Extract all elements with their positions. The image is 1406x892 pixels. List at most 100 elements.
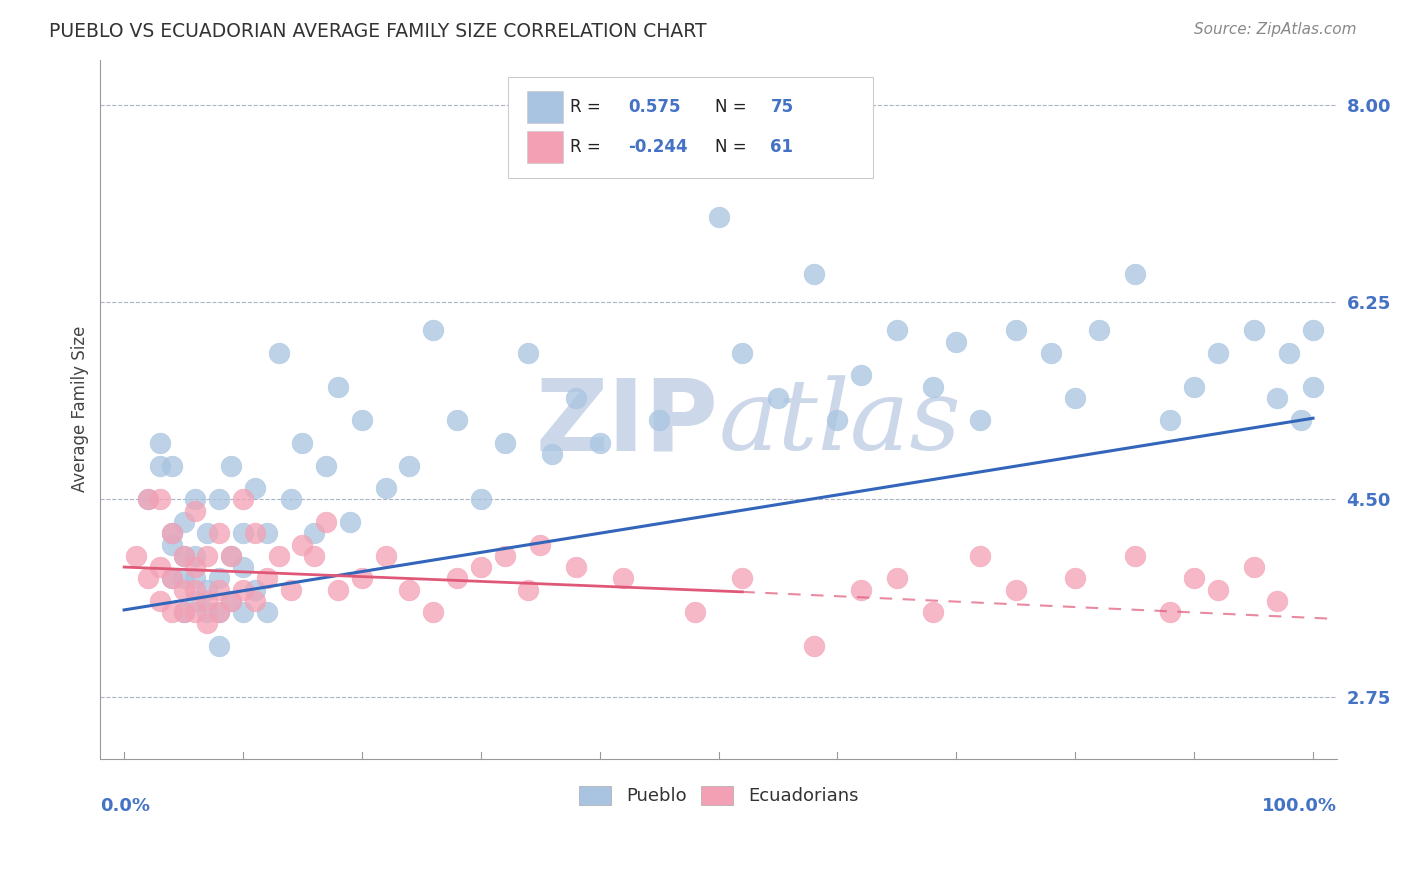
Point xyxy=(398,582,420,597)
Point xyxy=(267,549,290,563)
Point xyxy=(470,492,492,507)
Point xyxy=(208,639,231,653)
Point xyxy=(374,549,396,563)
Point xyxy=(1289,413,1312,427)
Point xyxy=(195,549,218,563)
Text: -0.244: -0.244 xyxy=(628,138,688,156)
Point xyxy=(315,458,337,473)
Point xyxy=(1159,605,1181,619)
Point xyxy=(803,639,825,653)
Point xyxy=(1182,571,1205,585)
Point xyxy=(565,391,588,405)
Point xyxy=(648,413,671,427)
Text: 75: 75 xyxy=(770,98,793,116)
Point xyxy=(160,605,183,619)
Point xyxy=(173,515,195,529)
Point xyxy=(350,413,373,427)
Point xyxy=(921,605,943,619)
Text: 100.0%: 100.0% xyxy=(1261,797,1337,815)
Point xyxy=(184,492,207,507)
Point xyxy=(851,582,873,597)
Point xyxy=(291,537,314,551)
Point xyxy=(173,549,195,563)
Point xyxy=(921,379,943,393)
Point xyxy=(208,605,231,619)
Point xyxy=(232,560,254,574)
Point xyxy=(195,605,218,619)
Point xyxy=(232,582,254,597)
Text: PUEBLO VS ECUADORIAN AVERAGE FAMILY SIZE CORRELATION CHART: PUEBLO VS ECUADORIAN AVERAGE FAMILY SIZE… xyxy=(49,22,707,41)
Point xyxy=(184,571,207,585)
Point xyxy=(173,571,195,585)
Point xyxy=(149,492,172,507)
Point xyxy=(766,391,789,405)
Point xyxy=(827,413,849,427)
Point xyxy=(1265,594,1288,608)
Point xyxy=(886,571,908,585)
Point xyxy=(350,571,373,585)
Point xyxy=(184,560,207,574)
FancyBboxPatch shape xyxy=(509,77,873,178)
Point xyxy=(184,594,207,608)
Point xyxy=(149,594,172,608)
Text: 0.0%: 0.0% xyxy=(100,797,150,815)
Point xyxy=(219,549,242,563)
Point xyxy=(1265,391,1288,405)
Point xyxy=(1302,323,1324,337)
Point xyxy=(149,560,172,574)
Point xyxy=(1302,379,1324,393)
Point xyxy=(208,571,231,585)
Point xyxy=(304,526,326,541)
Point xyxy=(494,436,516,450)
Point xyxy=(374,481,396,495)
Point xyxy=(326,582,349,597)
Text: atlas: atlas xyxy=(718,376,962,471)
Point xyxy=(589,436,612,450)
Text: N =: N = xyxy=(714,98,752,116)
Point xyxy=(612,571,634,585)
Y-axis label: Average Family Size: Average Family Size xyxy=(72,326,89,492)
Point xyxy=(1040,346,1063,360)
Point xyxy=(280,492,302,507)
Point xyxy=(232,526,254,541)
Point xyxy=(219,594,242,608)
Point xyxy=(136,492,159,507)
Point xyxy=(1064,571,1087,585)
Point xyxy=(1278,346,1301,360)
Point xyxy=(243,481,266,495)
Point xyxy=(398,458,420,473)
Point xyxy=(1243,560,1265,574)
Point xyxy=(529,537,551,551)
Text: 0.575: 0.575 xyxy=(628,98,681,116)
Point xyxy=(446,413,468,427)
Point xyxy=(969,413,991,427)
Point xyxy=(683,605,706,619)
Point xyxy=(208,526,231,541)
Point xyxy=(1159,413,1181,427)
Point xyxy=(136,571,159,585)
Point xyxy=(195,616,218,631)
Text: N =: N = xyxy=(714,138,752,156)
Point xyxy=(256,526,278,541)
Point xyxy=(304,549,326,563)
Point xyxy=(267,346,290,360)
Point xyxy=(1123,267,1146,281)
Point xyxy=(208,492,231,507)
Point xyxy=(1206,582,1229,597)
Point xyxy=(208,582,231,597)
Point xyxy=(315,515,337,529)
Point xyxy=(149,436,172,450)
Text: R =: R = xyxy=(571,138,606,156)
Point xyxy=(173,549,195,563)
Point xyxy=(517,582,540,597)
Point xyxy=(243,582,266,597)
Point xyxy=(243,526,266,541)
Point xyxy=(494,549,516,563)
Point xyxy=(422,605,444,619)
Point xyxy=(1004,582,1026,597)
Point xyxy=(1088,323,1111,337)
Point xyxy=(1064,391,1087,405)
Point xyxy=(280,582,302,597)
Point xyxy=(219,458,242,473)
FancyBboxPatch shape xyxy=(527,91,562,123)
